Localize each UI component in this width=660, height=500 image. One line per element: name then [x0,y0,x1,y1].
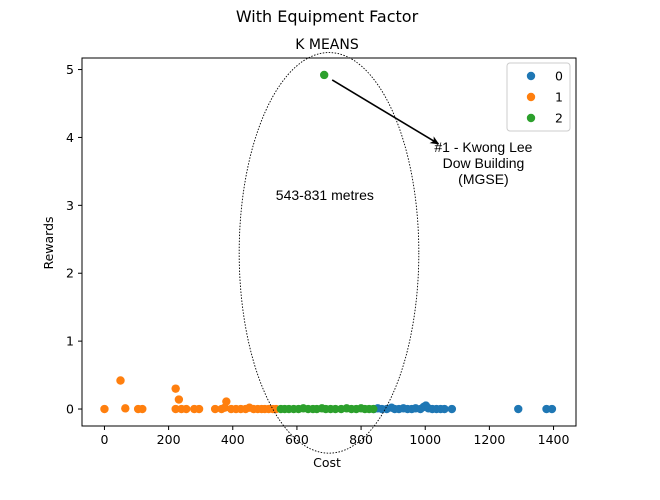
annotation-distance-label: 543-831 metres [276,187,374,203]
scatter-point-series-1 [171,404,180,414]
legend-marker-0 [526,71,536,81]
x-tick-label: 1200 [473,432,505,447]
scatter-point-series-2 [369,404,378,414]
scatter-point-series-1 [194,404,204,414]
scatter-point-series-1 [100,404,109,414]
highlight-ellipse [238,52,420,454]
plot-frame [81,57,577,427]
x-tick-label: 1000 [409,432,441,447]
y-tick-label: 1 [66,334,74,349]
x-tick-label: 0 [100,432,108,447]
scatter-point-series-1 [116,376,125,385]
x-tick-label: 600 [285,432,309,447]
y-tick-label: 3 [66,198,74,213]
y-tick-label: 0 [66,402,74,417]
y-tick-label: 5 [66,62,74,77]
x-tick-label: 200 [157,432,181,447]
legend-marker-1 [526,92,536,102]
legend: 0 1 2 [506,62,571,132]
scatter-point-series-1 [174,395,184,404]
scatter-point-series-1 [222,397,231,406]
annotation-building-label: #1 - Kwong Lee Dow Building (MGSE) [434,139,532,187]
x-tick-label: 800 [349,432,373,447]
scatter-point-series-1 [138,404,147,414]
annotation-line: #1 - Kwong Lee [434,139,532,155]
scatter-point-series-0 [547,404,557,414]
scatter-point-series-1 [171,384,180,393]
scatter-point-series-2 [331,404,340,414]
legend-label-0: 0 [555,69,563,84]
x-axis-label: Cost [313,455,341,470]
annotation-line: (MGSE) [458,171,509,187]
annotation-arrow [331,79,440,145]
y-tick-label: 4 [66,130,74,145]
annotation-line: Dow Building [443,155,525,171]
scatter-point-series-0 [514,404,523,414]
legend-label-2: 2 [555,111,563,126]
scatter-point-series-2 [319,70,329,80]
x-tick-label: 1400 [538,432,570,447]
chart-title: K MEANS [295,37,359,53]
scatter-point-series-0 [440,404,449,414]
scatter-point-series-1 [121,404,130,413]
scatter-point-series-0 [447,404,457,414]
x-tick-label: 400 [221,432,245,447]
scatter-point-series-1 [182,404,191,414]
legend-box [506,62,571,132]
legend-marker-2 [526,113,536,123]
y-axis-label: Rewards [41,216,56,269]
plot-area: 0 200 400 600 800 1000 1200 1400 0 1 2 3 4 5 #1 - Kwon… [66,52,577,454]
scatter-point-series-1 [210,404,220,414]
figure-suptitle: With Equipment Factor [236,7,419,26]
y-tick-label: 2 [66,266,74,281]
legend-label-1: 1 [555,90,563,105]
